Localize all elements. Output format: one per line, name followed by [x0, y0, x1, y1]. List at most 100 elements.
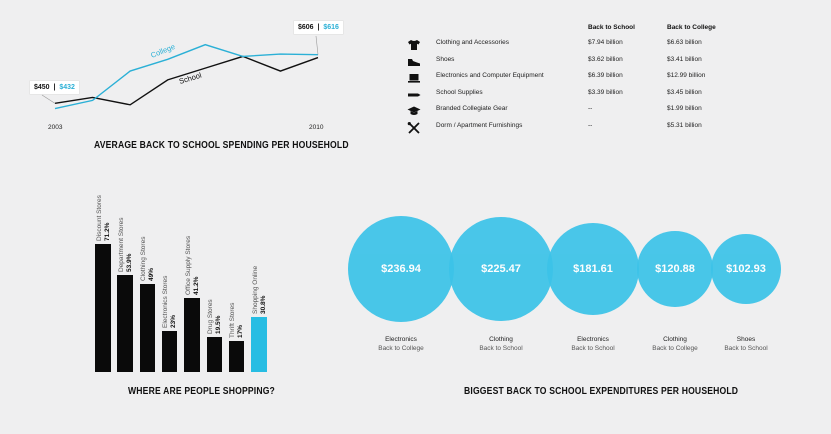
bar	[139, 283, 156, 372]
bubble-category: Electronics	[577, 336, 609, 343]
bar-value-label: 53.9%	[125, 253, 133, 273]
bubble-chart-title: BIGGEST BACK TO SCHOOL EXPENDITURES PER …	[464, 385, 739, 397]
start-college-value: $432	[59, 84, 75, 91]
end-school-value: $606	[298, 24, 314, 31]
table-cell-college: $1.99 billion	[667, 105, 702, 113]
bar	[228, 341, 245, 372]
table-cell-school: --	[588, 122, 593, 129]
end-value-callout: $606 | $616	[294, 21, 343, 34]
bar-value-label: 49%	[147, 267, 155, 281]
bubble: $102.93	[711, 234, 781, 304]
bar	[251, 316, 267, 372]
graduation-cap-icon	[407, 104, 421, 116]
end-leader-line	[315, 35, 319, 55]
bubble: $120.88	[637, 231, 713, 307]
col-header-college: Back to College	[667, 24, 716, 31]
bar-label: Department Stores 53.9%	[118, 218, 133, 273]
bar-category-label: Thrift Stores	[229, 303, 237, 339]
bubble-value: $225.47	[481, 262, 521, 275]
table-cell-college: $3.41 billion	[667, 55, 702, 63]
laptop-icon	[407, 71, 421, 83]
end-year-label: 2010	[309, 124, 324, 131]
table-cell-school: $6.39 billion	[588, 72, 623, 80]
bar-category-label: Drug Stores	[207, 299, 214, 334]
bubble-segment: Back to School	[571, 345, 615, 352]
table-cell-college: $5.31 billion	[667, 122, 702, 129]
bubble-segment: Back to School	[724, 345, 768, 352]
table-row-label: Shoes	[436, 55, 455, 63]
bar-value-label: 23%	[169, 314, 177, 328]
bar-label: Discount Stores 71.2%	[96, 195, 111, 241]
bar-category-label: Discount Stores	[95, 195, 103, 241]
bubble-category: Shoes	[736, 336, 756, 343]
bubble-category: Electronics	[385, 336, 417, 343]
bar-label: Drug Stores 19.5%	[207, 299, 222, 334]
bar-category-label: Clothing Stores	[140, 236, 148, 281]
bar	[95, 244, 111, 372]
bubble-caption: Electronics Back to College	[356, 335, 446, 353]
table-row-label: School Supplies	[436, 88, 483, 96]
table-cell-school: $3.62 billion	[588, 55, 623, 63]
shirt-icon	[407, 38, 421, 50]
table-cell-college: $6.63 billion	[667, 39, 702, 46]
bar-value-label: 30.8%	[259, 295, 267, 314]
bar	[206, 336, 222, 372]
start-school-value: $450	[34, 84, 50, 91]
tools-icon	[407, 121, 421, 134]
bubble-caption: Electronics Back to School	[548, 335, 638, 353]
end-college-value: $616	[323, 24, 339, 31]
bar	[161, 330, 178, 372]
bar	[117, 275, 133, 372]
pencil-icon	[407, 88, 421, 100]
bubble-segment: Back to College	[378, 345, 424, 352]
bar-label: Electronics Stores 23%	[162, 275, 177, 327]
table-cell-school: $3.39 billion	[588, 88, 623, 96]
bubble: $225.47	[449, 217, 553, 321]
table-row-label: Electronics and Computer Equipment	[436, 72, 544, 80]
line-chart-title: AVERAGE BACK TO SCHOOL SPENDING PER HOUS…	[94, 139, 349, 151]
bubble-caption: Shoes Back to School	[701, 335, 791, 353]
bar-value-label: 41.2%	[192, 276, 200, 295]
series-line-college	[54, 43, 319, 110]
bar-value-label: 71.2%	[103, 222, 110, 241]
bar	[184, 297, 200, 372]
table-cell-college: $3.45 billion	[667, 88, 702, 96]
table-row-label: Dorm / Apartment Furnishings	[436, 122, 523, 129]
bar-chart-title: WHERE ARE PEOPLE SHOPPING?	[128, 385, 275, 397]
school-series-label: School	[178, 71, 203, 86]
table-cell-school: --	[588, 105, 593, 113]
start-year-label: 2003	[48, 124, 63, 131]
start-leader-line	[41, 94, 56, 104]
bubble-caption: Clothing Back to College	[630, 335, 720, 353]
bar-label: Thrift Stores 17%	[229, 303, 244, 338]
bar-category-label: Electronics Stores	[162, 275, 170, 328]
bubble-segment: Back to School	[479, 345, 523, 352]
bubble-value: $181.61	[573, 262, 613, 275]
bar-value-label: 17%	[236, 325, 244, 339]
bubble-segment: Back to College	[652, 345, 698, 352]
bubble-category: Clothing	[489, 336, 513, 343]
bar-label: Office Supply Stores 41.2%	[185, 236, 200, 295]
table-row-label: Branded Collegiate Gear	[436, 105, 508, 113]
series-line-school	[54, 55, 319, 106]
bubble-caption: Clothing Back to School	[456, 335, 546, 353]
bubble-value: $102.93	[726, 262, 766, 275]
bubble-category: Clothing	[663, 336, 687, 343]
table-cell-college: $12.99 billion	[667, 72, 706, 80]
bar-category-label: Office Supply Stores	[184, 235, 192, 295]
shoe-icon	[407, 55, 421, 67]
bar-category-label: Department Stores	[117, 217, 125, 273]
bubble: $181.61	[546, 222, 640, 316]
bubble: $236.94	[348, 216, 454, 322]
table-cell-school: $7.94 billion	[588, 39, 623, 46]
bubble-value: $120.88	[655, 262, 695, 275]
bar-label: Clothing Stores 49%	[140, 236, 155, 280]
col-header-school: Back to School	[588, 24, 635, 31]
start-value-callout: $450 | $432	[30, 81, 79, 94]
bar-category-label: Shopping Online	[251, 265, 259, 314]
table-row-label: Clothing and Accessories	[436, 39, 509, 46]
bar-value-label: 19.5%	[214, 315, 222, 334]
bar-label: Shopping Online 30.8%	[252, 266, 267, 314]
bubble-value: $236.94	[381, 263, 421, 275]
